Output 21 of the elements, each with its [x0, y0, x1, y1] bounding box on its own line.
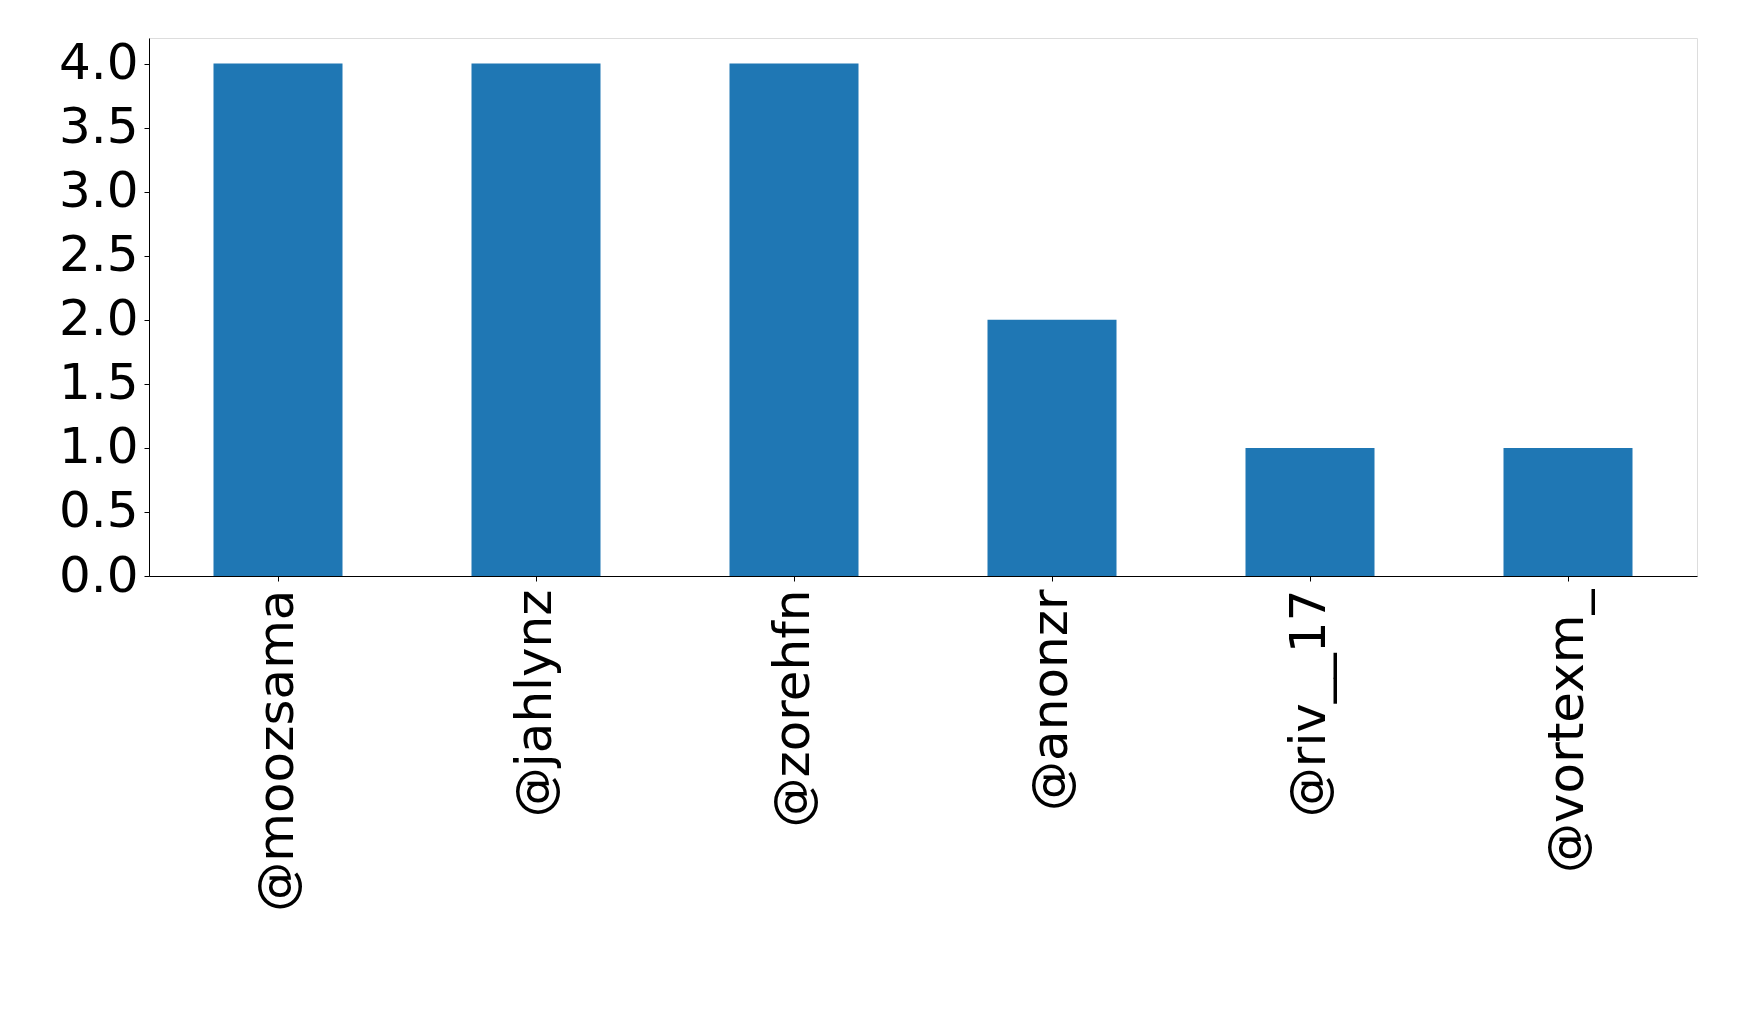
y-tick-label: 1.5	[58, 353, 139, 412]
x-tick-label: @moozsama	[247, 589, 305, 912]
y-tick-label: 2.0	[58, 289, 139, 348]
y-tick-label: 3.5	[58, 97, 139, 156]
x-tick-label: @anonzr	[1021, 589, 1079, 811]
bar	[729, 63, 859, 576]
x-tick-label: @vortexm_	[1537, 588, 1595, 874]
x-tick-label: @riv__17	[1279, 589, 1337, 818]
bar	[471, 63, 601, 576]
y-tick-label: 1.0	[58, 417, 139, 476]
y-tick-label: 4.0	[58, 33, 139, 92]
y-tick-label: 0.0	[58, 545, 139, 604]
x-tick-label: @zorehfn	[763, 589, 821, 828]
bar	[1503, 447, 1633, 576]
bar	[987, 319, 1117, 576]
y-tick-label: 0.5	[58, 481, 139, 540]
y-tick-label: 3.0	[58, 161, 139, 220]
x-tick-label: @jahlynz	[505, 589, 563, 818]
bar	[1245, 447, 1375, 576]
bar	[213, 63, 343, 576]
y-tick-label: 2.5	[58, 225, 139, 284]
